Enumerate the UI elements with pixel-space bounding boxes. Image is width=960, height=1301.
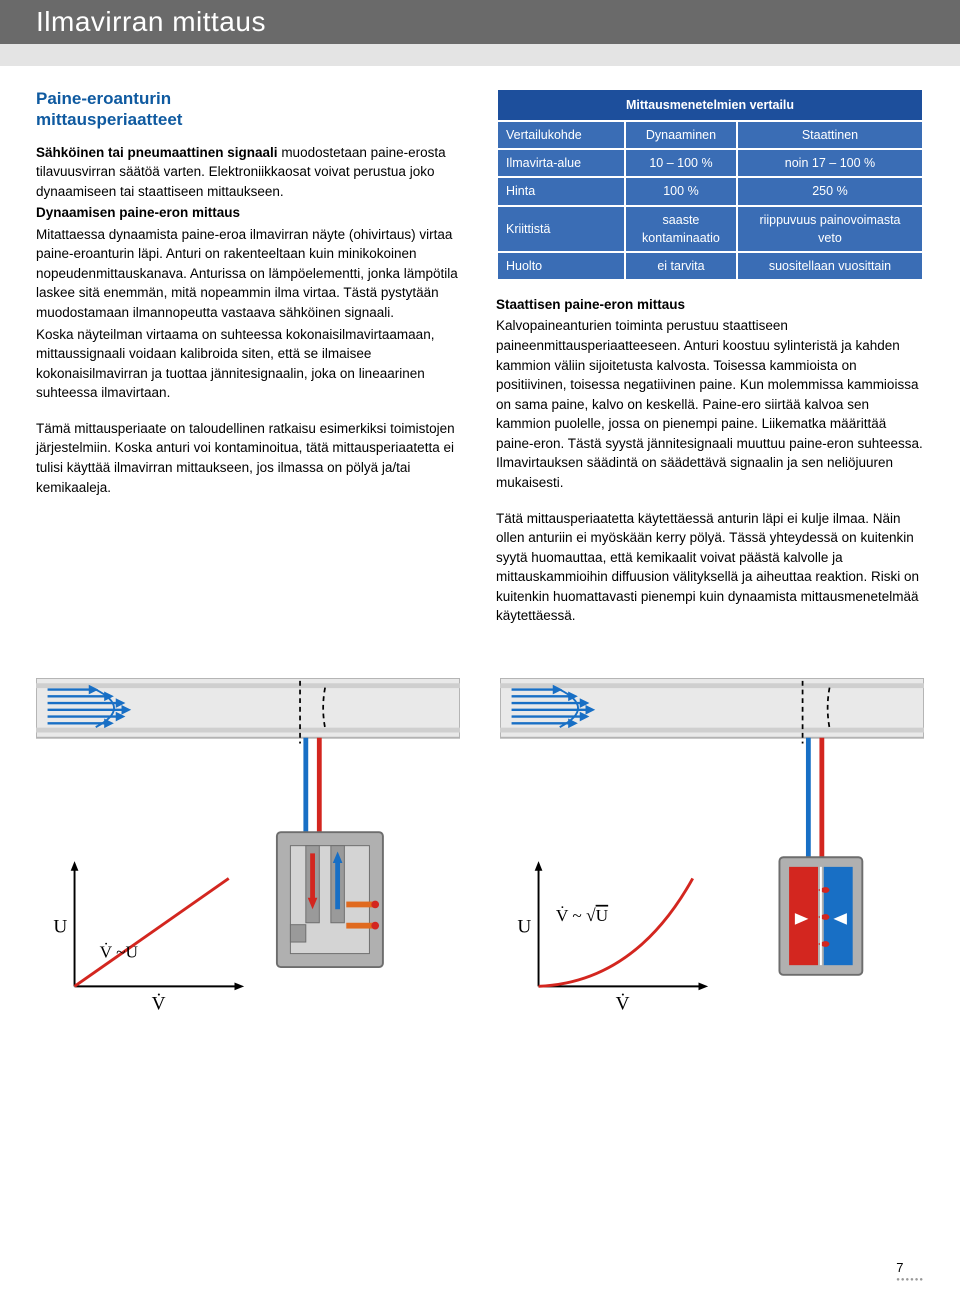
kriit-dyn-2: kontaminaatio (642, 231, 720, 245)
kriit-stat-2: veto (818, 231, 842, 245)
linear-graph: U V̇ V̇ ~U (53, 861, 244, 1014)
row-kriittista-dyn: saaste kontaminaatio (626, 207, 736, 251)
page-number-dots-icon: ●●●●●● (896, 1277, 924, 1283)
static-p1: Kalvopaineanturien toiminta perustuu sta… (496, 316, 924, 492)
graph-curve (539, 878, 693, 986)
page-title: Ilmavirran mittaus (36, 6, 960, 38)
table-title: Mittausmenetelmien vertailu (498, 90, 922, 120)
page-number: 7 ●●●●●● (896, 1260, 924, 1283)
diagram-dynamic: U V̇ V̇ ~U (36, 678, 460, 1068)
x-axis-label: V̇ (616, 992, 630, 1015)
dynamic-p1: Mitattaessa dynaamista paine-eroa ilmavi… (36, 225, 464, 323)
row-hinta-stat: 250 % (738, 178, 922, 204)
th-vertailukohde: Vertailukohde (498, 122, 624, 148)
row-kriittista-label: Kriittistä (498, 207, 624, 251)
row-ilmavirta-label: Ilmavirta-alue (498, 150, 624, 176)
row-huolto-stat: suositellaan vuosittain (738, 253, 922, 279)
left-column: Paine-eroanturin mittausperiaatteet Sähk… (36, 88, 464, 628)
page-header: Ilmavirran mittaus (0, 0, 960, 44)
intro-paragraph: Sähköinen tai pneumaattinen signaali muo… (36, 143, 464, 202)
row-hinta-label: Hinta (498, 178, 624, 204)
comparison-table: Mittausmenetelmien vertailu Vertailukohd… (496, 88, 924, 281)
subtitle-line2: mittausperiaatteet (36, 110, 182, 129)
x-axis-label: V̇ (152, 992, 166, 1015)
graph-line (75, 878, 229, 986)
diagram-static: U V̇ V̇ ~ √U (500, 678, 924, 1068)
dynamic-p2: Koska näyteilman virtaama on suhteessa k… (36, 325, 464, 403)
page-number-value: 7 (896, 1260, 903, 1275)
kriit-stat-1: riippuvuus painovoimasta (759, 213, 900, 227)
dynamic-svg: U V̇ V̇ ~U (36, 678, 460, 1063)
section-subtitle: Paine-eroanturin mittausperiaatteet (36, 88, 464, 131)
intro-bold: Sähköinen tai pneumaattinen signaali (36, 145, 278, 160)
row-huolto-dyn: ei tarvita (626, 253, 736, 279)
row-ilmavirta-dyn: 10 – 100 % (626, 150, 736, 176)
y-axis-label: U (53, 916, 67, 937)
static-p2: Tätä mittausperiaatetta käytettäessä ant… (496, 509, 924, 626)
formula-label: V̇ ~U (100, 942, 139, 961)
th-staattinen: Staattinen (738, 122, 922, 148)
subtitle-line1: Paine-eroanturin (36, 89, 171, 108)
y-axis-label: U (517, 916, 531, 937)
sqrt-graph: U V̇ V̇ ~ √U (517, 861, 708, 1014)
gray-band (0, 44, 960, 66)
static-svg: U V̇ V̇ ~ √U (500, 678, 924, 1063)
dynamic-heading: Dynaamisen paine-eron mittaus (36, 203, 464, 223)
formula-label: V̇ ~ √U (556, 906, 609, 925)
row-hinta-dyn: 100 % (626, 178, 736, 204)
th-dynaaminen: Dynaaminen (626, 122, 736, 148)
row-kriittista-stat: riippuvuus painovoimasta veto (738, 207, 922, 251)
dynamic-p3: Tämä mittausperiaate on taloudellinen ra… (36, 419, 464, 497)
row-huolto-label: Huolto (498, 253, 624, 279)
sensor-body-icon (277, 832, 383, 967)
static-heading: Staattisen paine-eron mittaus (496, 295, 924, 315)
right-column: Mittausmenetelmien vertailu Vertailukohd… (496, 88, 924, 628)
kriit-dyn-1: saaste (663, 213, 700, 227)
membrane-sensor-icon (779, 857, 862, 975)
row-ilmavirta-stat: noin 17 – 100 % (738, 150, 922, 176)
